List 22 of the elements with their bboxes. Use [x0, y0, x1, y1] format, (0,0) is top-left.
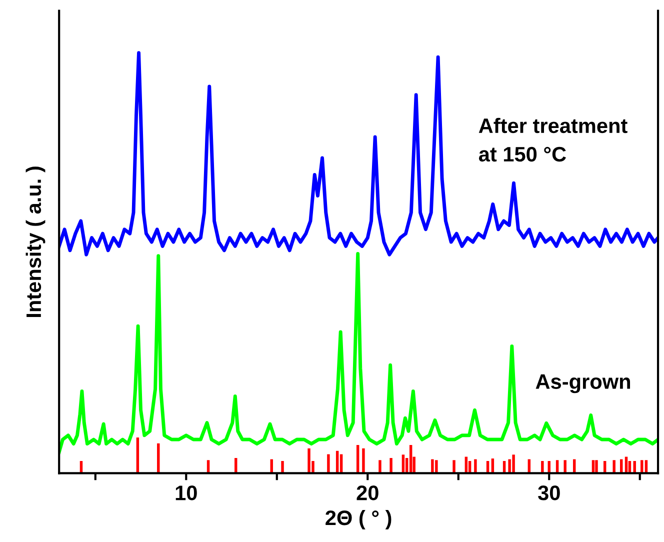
bar [512, 454, 515, 474]
bar [378, 460, 382, 474]
x-tick-label: 10 [176, 486, 197, 500]
bar [308, 448, 310, 474]
bar [541, 460, 544, 474]
bar [327, 454, 330, 474]
bar [362, 448, 365, 474]
x-tick-label: 20 [356, 486, 378, 500]
x-tick-label: 30 [538, 486, 560, 500]
x-axis-title: 2Θ ( ° ) [326, 510, 392, 530]
bar [564, 460, 566, 474]
bar [474, 459, 477, 474]
bar [431, 459, 434, 474]
series-label: After treatment at 150 °C [478, 118, 628, 162]
series-label: As-grown [536, 374, 630, 394]
bar [390, 458, 392, 474]
bar [281, 460, 284, 474]
bar [595, 460, 598, 474]
bar [612, 460, 616, 474]
bar [435, 460, 438, 474]
bar [452, 460, 456, 474]
y-axis-title: Intensity ( a.u. ) [26, 166, 46, 317]
